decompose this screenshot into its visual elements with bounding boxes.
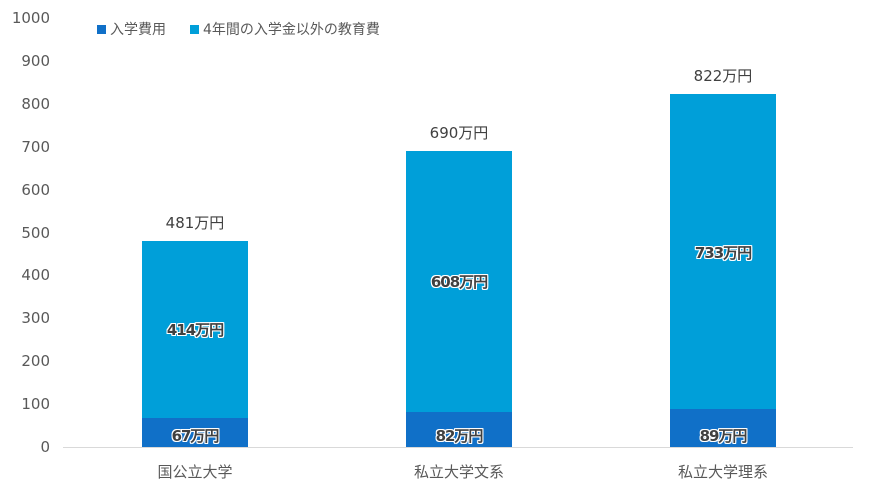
y-tick-label: 600	[21, 180, 50, 199]
bar-segment	[406, 150, 512, 412]
bar-segment	[670, 408, 776, 447]
y-tick-label: 200	[21, 352, 50, 371]
legend: 入学費用 4年間の入学金以外の教育費	[97, 19, 380, 39]
bar-segment	[142, 418, 248, 447]
legend-item-entrance-cost: 入学費用	[97, 19, 166, 39]
bar-segment-label: 733万円	[694, 243, 752, 262]
bar-total-label: 822万円	[693, 67, 753, 86]
bar-segment	[142, 240, 248, 419]
bar-total-label: 690万円	[429, 123, 489, 142]
y-tick-label: 800	[21, 94, 50, 113]
bar-segment	[406, 411, 512, 447]
legend-item-tuition: 4年間の入学金以外の教育費	[190, 19, 380, 39]
bar-segment-label: 414万円	[166, 321, 224, 340]
y-tick-label: 100	[21, 395, 50, 414]
y-tick-label: 500	[21, 223, 50, 242]
y-tick-label: 900	[21, 51, 50, 70]
legend-swatch-tuition	[190, 24, 199, 34]
bar-segment	[670, 94, 776, 409]
legend-swatch-entrance-cost	[97, 24, 106, 34]
bar-segment-label: 89万円	[699, 427, 748, 445]
y-tick-label: 0	[40, 438, 50, 456]
bar-segment-label: 82万円	[435, 427, 484, 445]
bar-segment-label: 67万円	[171, 427, 220, 445]
x-tick-label: 国公立大学	[157, 463, 233, 481]
x-axis-line	[63, 447, 853, 448]
bar-total-label: 481万円	[165, 213, 225, 232]
y-tick-label: 1000	[11, 9, 50, 27]
y-tick-label: 700	[21, 137, 50, 156]
x-tick-label: 私立大学文系	[413, 463, 504, 481]
x-tick-label: 私立大学理系	[677, 463, 768, 481]
y-tick-label: 400	[21, 266, 50, 285]
legend-label: 入学費用	[110, 22, 166, 38]
y-tick-label: 300	[21, 309, 50, 328]
bar-segment-label: 608万円	[430, 273, 488, 292]
legend-label: 4年間の入学金以外の教育費	[203, 22, 380, 38]
